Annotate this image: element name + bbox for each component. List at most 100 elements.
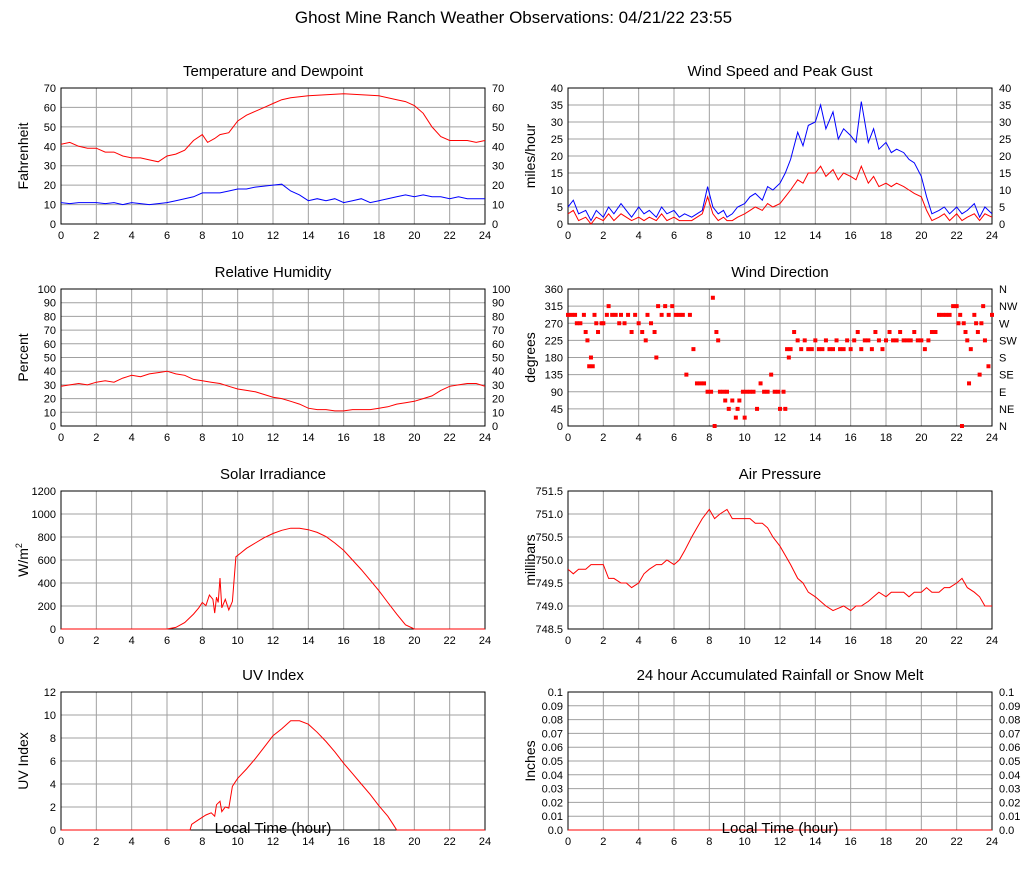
data-point [694,381,699,386]
y-axis-label: W/m2 [14,543,31,577]
y-tick-label-right: 0.05 [999,756,1020,768]
data-point [926,338,931,343]
data-point [841,347,846,352]
x-tick-label: 2 [600,635,606,647]
x-tick-label: 14 [302,836,314,848]
data-point [944,312,949,317]
y-tick-label: 45 [551,404,563,416]
data-point [884,338,888,343]
plot-frame [60,288,486,427]
y-tick-label: 50 [44,122,56,134]
data-point [654,355,659,360]
y-tick-label-right: N [999,421,1007,433]
data-point [666,312,671,317]
x-axis-label-left: Local Time (hour) [214,820,332,837]
y-tick-label-right: SE [999,370,1014,382]
y-tick-label: 80 [44,311,56,323]
data-point [640,330,645,335]
data-point [592,312,597,317]
data-point [574,321,579,326]
data-point [908,338,913,343]
x-tick-label: 20 [408,836,420,848]
data-point [852,338,857,343]
data-point [587,364,592,369]
y-tick-label: 0 [50,825,56,837]
data-point [583,330,588,335]
y-tick-label-right: 40 [492,141,504,153]
y-tick-label: 750.5 [535,532,563,544]
x-tick-label: 2 [600,836,606,848]
data-point [716,338,721,343]
y-tick-label: 60 [44,339,56,351]
data-point [687,312,692,317]
x-tick-label: 0 [58,230,64,242]
x-tick-label: 10 [739,635,751,647]
data-point [772,389,777,394]
chart-title: Wind Speed and Peak Gust [687,63,873,80]
data-point [712,424,717,428]
plot-frame [567,490,993,630]
y-tick-label: 10 [551,185,563,197]
series-line-red [568,508,992,612]
y-tick-label-right: 30 [492,380,504,392]
data-point [982,338,987,343]
y-tick-label: 600 [38,555,56,567]
x-tick-label: 14 [302,432,314,444]
data-point [933,330,938,335]
series-line-red [61,370,485,412]
x-tick-label: 2 [93,230,99,242]
x-tick-label: 20 [915,432,927,444]
data-point [677,312,682,317]
y-tick-label-right: 50 [492,122,504,134]
x-tick-label: 6 [164,230,170,242]
y-tick-label: 1200 [32,486,56,498]
data-point [617,321,622,326]
data-point [876,338,881,343]
data-point [977,372,982,377]
y-tick-label-right: 30 [492,161,504,173]
data-point [755,406,760,411]
data-point [601,321,606,326]
x-tick-label: 2 [93,432,99,444]
chart-title: Solar Irradiance [220,466,326,483]
data-point [795,338,800,343]
y-tick-label: 10 [44,407,56,419]
y-tick-label: 800 [38,532,56,544]
data-point [940,312,945,317]
x-tick-label: 12 [267,230,279,242]
y-tick-label-right: S [999,353,1006,365]
chart-title: 24 hour Accumulated Rainfall or Snow Mel… [637,667,925,684]
x-tick-label: 8 [706,230,712,242]
y-tick-label: 135 [545,370,563,382]
y-tick-label-right: 0.04 [999,770,1020,782]
data-point [702,381,707,386]
data-point [963,330,968,335]
x-tick-label: 12 [774,836,786,848]
data-point [585,338,590,343]
chart-rain: 0 2 4 6 8 10 12 14 16 18 20 22 240.0 0.00.01 0.010.02 0… [522,667,1020,848]
y-tick-label-right: 0.0 [999,825,1014,837]
x-tick-label: 0 [565,635,571,647]
y-tick-label: 0.09 [542,701,563,713]
data-point [806,347,811,352]
data-point [848,347,853,352]
y-tick-label: 0.02 [542,797,563,809]
data-point [594,321,599,326]
data-point [816,347,821,352]
y-axis-label: miles/hour [522,123,538,188]
series-line-red [61,720,485,831]
y-tick-label: 40 [44,141,56,153]
x-tick-label: 18 [373,230,385,242]
data-point [974,321,979,326]
data-point [596,330,601,335]
y-tick-label-right: 0.07 [999,728,1020,740]
y-tick-label: 748.5 [535,624,563,636]
y-tick-label: 35 [551,100,563,112]
data-point [905,338,910,343]
y-tick-label: 20 [44,180,56,192]
data-point [710,295,715,300]
x-tick-label: 4 [636,230,642,242]
data-point [986,364,991,369]
data-point [894,338,899,343]
